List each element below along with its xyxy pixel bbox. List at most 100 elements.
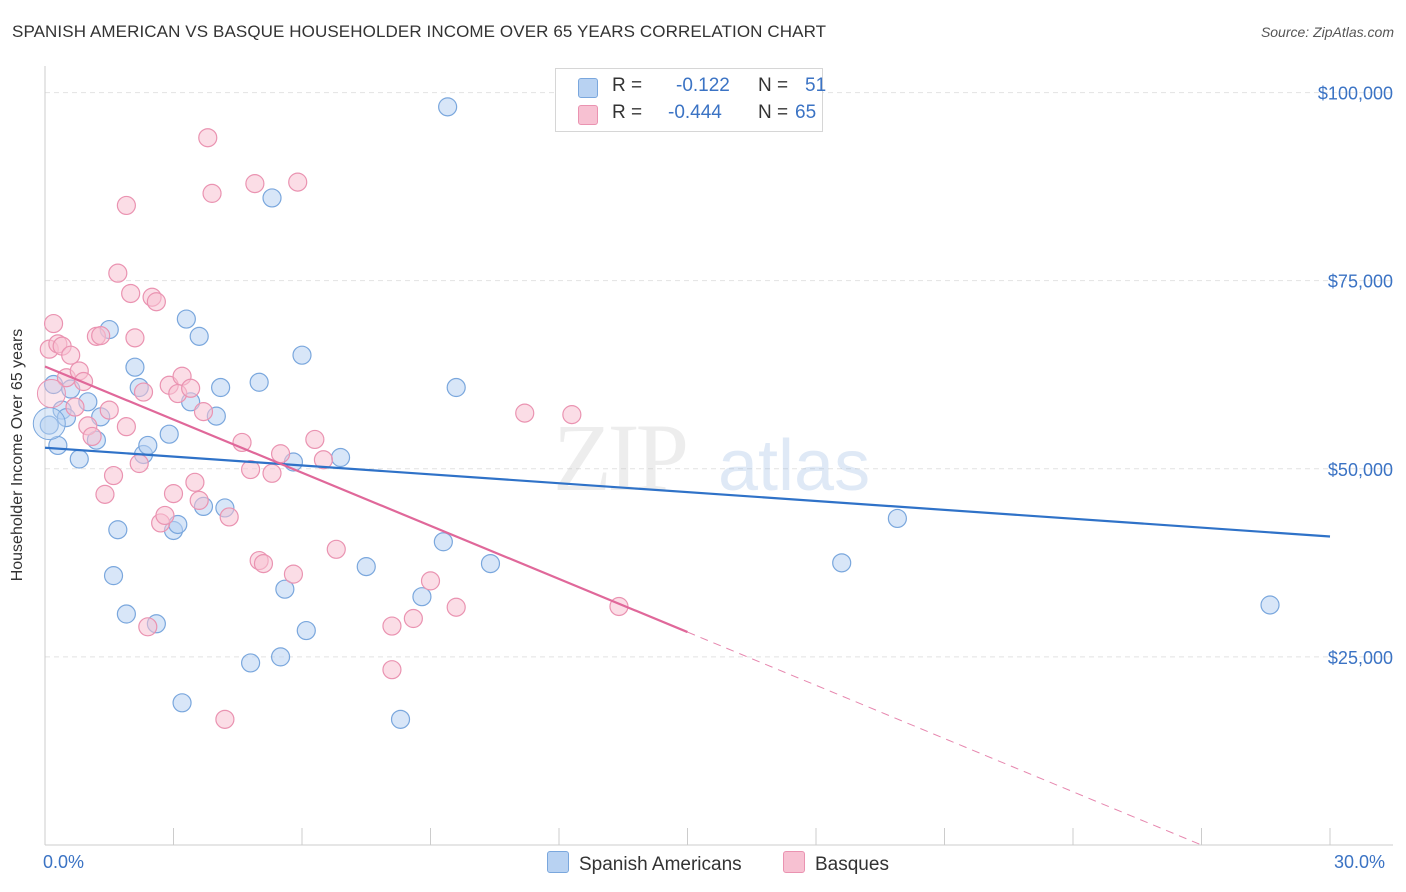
point-basques <box>65 397 85 417</box>
point-basques <box>283 564 304 584</box>
point-spanish-americans <box>433 532 453 552</box>
legend-swatch-blue <box>578 78 598 98</box>
point-spanish-americans <box>249 372 269 392</box>
point-basques <box>193 402 214 422</box>
point-basques <box>382 660 402 680</box>
source-label: Source: ZipAtlas.com <box>1260 24 1394 40</box>
axes <box>44 66 1393 846</box>
point-basques <box>253 553 274 574</box>
point-spanish-americans <box>108 520 128 540</box>
point-basques <box>108 263 128 283</box>
point-basques <box>116 195 136 216</box>
point-spanish-americans <box>438 97 458 117</box>
legend-r-value: -0.122 <box>676 75 730 96</box>
point-basques <box>138 617 158 637</box>
y-tick-label: $100,000 <box>1318 84 1393 104</box>
point-spanish-americans <box>125 357 145 377</box>
x-tick-label-max: 30.0% <box>1334 852 1386 872</box>
point-spanish-americans <box>1260 595 1280 615</box>
point-spanish-americans <box>211 377 231 398</box>
y-axis-label: Householder Income Over 65 years <box>9 328 26 582</box>
legend-swatch-pink <box>578 105 598 125</box>
trendline-spanish-americans <box>44 446 1331 538</box>
point-basques <box>121 283 141 304</box>
legend-n-value: 51 <box>805 75 827 96</box>
point-basques <box>562 405 582 425</box>
point-spanish-americans <box>270 647 291 667</box>
point-basques <box>133 382 154 402</box>
point-basques <box>515 403 535 423</box>
y-tick-labels: $25,000 $50,000 $75,000 $100,000 <box>1318 84 1393 668</box>
point-basques-large <box>36 379 66 409</box>
x-tick-label-min: 0.0% <box>43 852 85 872</box>
point-spanish-americans <box>832 553 852 573</box>
point-basques <box>185 472 205 492</box>
point-spanish-americans <box>390 709 411 729</box>
point-basques <box>403 608 423 629</box>
point-spanish-americans <box>69 449 89 469</box>
point-basques <box>129 453 149 474</box>
point-spanish-americans <box>116 604 136 624</box>
point-basques <box>155 505 175 526</box>
legend-r-label: R = <box>612 102 643 123</box>
legend-n-label: N = <box>758 75 789 96</box>
point-spanish-americans <box>103 566 124 586</box>
point-spanish-americans <box>480 553 501 574</box>
gridlines <box>45 92 1393 658</box>
point-basques <box>198 128 218 148</box>
point-basques <box>270 444 291 464</box>
y-tick-label: $25,000 <box>1328 648 1393 668</box>
point-spanish-americans <box>176 309 196 329</box>
legend-label: Spanish Americans <box>579 854 742 875</box>
point-spanish-americans <box>275 579 295 599</box>
legend-swatch-pink <box>783 851 805 873</box>
stats-legend: R = -0.122 N = 51 R = -0.444 N = 65 <box>555 68 827 132</box>
point-basques <box>163 484 184 504</box>
point-basques <box>181 378 201 398</box>
point-basques <box>116 417 136 437</box>
point-spanish-americans <box>262 188 282 208</box>
point-spanish-americans <box>189 326 209 346</box>
trendline-extension-basques <box>687 631 1202 846</box>
point-basques <box>326 539 346 559</box>
series-basques <box>39 128 629 729</box>
point-spanish-americans <box>241 653 261 673</box>
watermark: ZIP atlas <box>553 404 870 511</box>
point-basques <box>189 490 209 510</box>
point-spanish-americans <box>412 587 432 607</box>
point-spanish-americans-large <box>32 407 66 441</box>
point-basques <box>43 313 64 334</box>
point-basques <box>146 292 166 312</box>
legend-item-spanish-americans: Spanish Americans <box>547 851 742 876</box>
watermark-atlas: atlas <box>718 426 870 506</box>
legend-r-label: R = <box>612 75 643 96</box>
legend-n-value: 65 <box>795 102 817 123</box>
point-basques <box>420 571 441 591</box>
legend-n-label: N = <box>758 102 789 123</box>
point-spanish-americans <box>446 377 466 398</box>
point-basques <box>288 172 308 192</box>
point-basques <box>61 345 81 365</box>
point-basques <box>91 326 111 346</box>
y-tick-label: $75,000 <box>1328 272 1393 292</box>
point-spanish-americans <box>39 415 59 435</box>
point-basques <box>305 429 325 450</box>
point-spanish-americans <box>172 693 192 713</box>
point-basques <box>99 400 119 420</box>
point-spanish-americans <box>292 345 312 365</box>
point-basques <box>382 616 402 636</box>
point-spanish-americans <box>296 620 316 641</box>
point-spanish-americans <box>138 435 158 456</box>
point-basques <box>446 597 466 617</box>
point-basques <box>202 183 222 203</box>
legend-label: Basques <box>815 854 889 875</box>
point-basques <box>215 709 235 729</box>
point-spanish-americans <box>330 447 351 468</box>
point-basques <box>103 465 124 486</box>
point-spanish-americans <box>159 424 179 444</box>
point-basques <box>125 328 145 348</box>
legend-r-value: -0.444 <box>668 102 722 123</box>
point-basques <box>95 484 115 504</box>
trendline-basques <box>44 365 688 634</box>
